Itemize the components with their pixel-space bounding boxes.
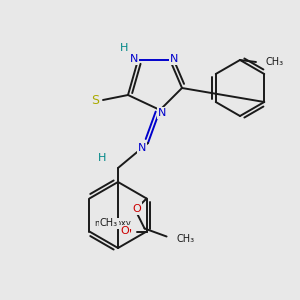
Text: N: N (130, 54, 138, 64)
Text: O: O (132, 203, 141, 214)
Text: S: S (91, 94, 99, 106)
Text: H: H (98, 153, 106, 163)
Text: O: O (122, 226, 131, 236)
Text: CH₃: CH₃ (177, 233, 195, 244)
Text: N: N (138, 143, 146, 153)
Text: N: N (170, 54, 178, 64)
Text: N: N (158, 108, 166, 118)
Text: CH₃: CH₃ (266, 57, 284, 67)
Text: CH₃: CH₃ (100, 218, 118, 229)
Text: methoxy: methoxy (94, 219, 131, 228)
Text: O: O (120, 226, 129, 236)
Text: H: H (120, 43, 128, 53)
